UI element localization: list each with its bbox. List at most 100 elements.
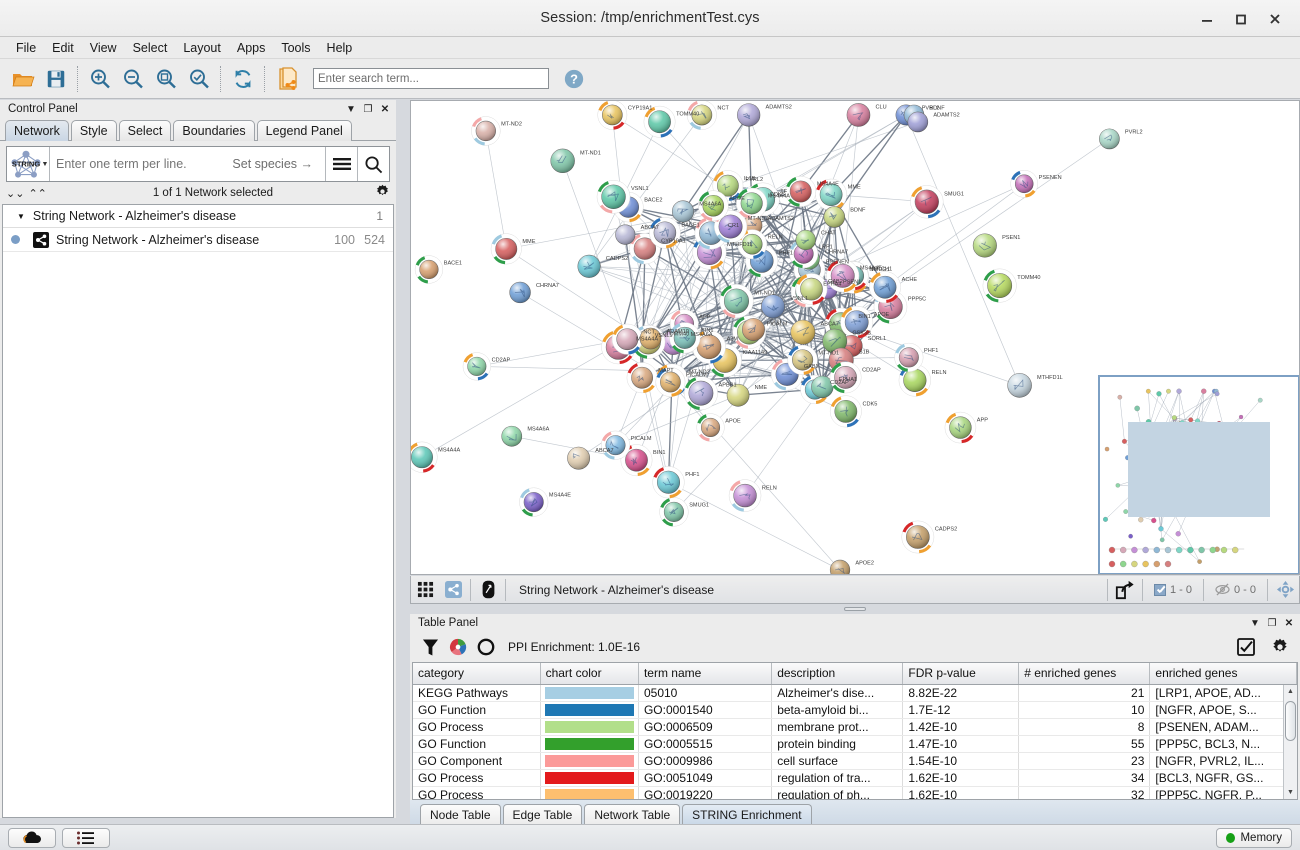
network-node[interactable] <box>719 284 754 319</box>
close-icon[interactable] <box>1258 4 1292 34</box>
menu-tools[interactable]: Tools <box>281 40 311 55</box>
zoom-out-icon[interactable] <box>116 62 149 95</box>
table-row[interactable]: GO Function GO:0005515 protein binding 1.47… <box>413 735 1297 753</box>
network-node[interactable] <box>795 229 816 251</box>
network-node[interactable] <box>567 446 591 470</box>
network-node[interactable] <box>742 318 765 341</box>
panel-splitter[interactable] <box>410 604 1300 614</box>
network-node[interactable] <box>462 352 491 381</box>
network-row[interactable]: String Network - Alzheimer's disease 100… <box>3 228 393 252</box>
crosshair-icon[interactable] <box>1271 578 1299 602</box>
network-node[interactable] <box>790 319 816 345</box>
tab-network-table[interactable]: Network Table <box>584 804 681 825</box>
help-icon[interactable]: ? <box>561 66 587 92</box>
export-network-icon[interactable] <box>270 62 303 95</box>
network-graph-canvas[interactable]: MT-ND2 MT-ND1 VSNL1 GAB2 CD2AP MS4A6A MS4A4A MS… <box>411 101 1299 575</box>
network-node[interactable] <box>728 479 762 512</box>
table-row[interactable]: GO Component GO:0009986 cell surface 1.54E-… <box>413 752 1297 770</box>
network-node[interactable] <box>697 190 729 222</box>
network-node[interactable] <box>1010 169 1039 198</box>
network-node[interactable] <box>972 233 997 258</box>
network-node[interactable] <box>829 559 851 575</box>
tab-string-enrichment[interactable]: STRING Enrichment <box>682 804 812 825</box>
filter-icon[interactable] <box>416 634 444 660</box>
network-node[interactable] <box>597 101 628 130</box>
annotation-icon[interactable] <box>474 578 502 602</box>
network-node[interactable] <box>696 413 725 442</box>
string-query-input[interactable] <box>50 147 233 181</box>
grid-layout-icon[interactable] <box>411 578 439 602</box>
set-species-link[interactable]: Set species → <box>232 157 313 171</box>
network-node[interactable] <box>1099 128 1120 150</box>
network-node[interactable] <box>601 430 631 460</box>
enrichment-table-wrapper[interactable]: category chart color term name descripti… <box>412 662 1298 800</box>
network-node[interactable] <box>894 342 924 372</box>
close-icon[interactable]: ✕ <box>1284 617 1294 629</box>
network-node[interactable] <box>823 206 846 228</box>
network-node[interactable] <box>649 216 681 249</box>
dropdown-icon[interactable]: ▼ <box>346 103 356 115</box>
network-node[interactable] <box>509 281 531 304</box>
search-icon[interactable] <box>358 147 389 181</box>
network-node[interactable] <box>683 376 718 411</box>
menu-edit[interactable]: Edit <box>52 40 74 55</box>
maximize-icon[interactable] <box>1224 4 1258 34</box>
network-node[interactable] <box>620 444 653 477</box>
network-node[interactable] <box>737 103 761 127</box>
splitter-grip[interactable] <box>844 607 866 611</box>
table-row[interactable]: GO Process GO:0006509 membrane prot... 1.42… <box>413 718 1297 736</box>
network-node[interactable] <box>519 487 549 517</box>
menu-file[interactable]: File <box>16 40 37 55</box>
menu-help[interactable]: Help <box>326 40 353 55</box>
col-chart-color[interactable]: chart color <box>540 663 639 685</box>
dropdown-icon[interactable]: ▼ <box>1250 617 1260 629</box>
menu-apps[interactable]: Apps <box>236 40 266 55</box>
network-group-row[interactable]: ▼ String Network - Alzheimer's disease 1 <box>3 205 393 228</box>
table-row[interactable]: GO Process GO:0051049 regulation of tra...… <box>413 769 1297 787</box>
zoom-selected-icon[interactable] <box>182 62 215 95</box>
open-session-icon[interactable] <box>6 62 39 95</box>
col-enriched-count[interactable]: # enriched genes <box>1018 663 1151 685</box>
tab-style[interactable]: Style <box>70 120 117 141</box>
triangle-down-icon[interactable]: ▼ <box>17 211 25 221</box>
network-node[interactable] <box>898 364 932 397</box>
network-node[interactable] <box>910 185 944 219</box>
gear-icon[interactable] <box>375 184 390 202</box>
network-node[interactable] <box>626 362 658 394</box>
network-node[interactable] <box>840 305 874 339</box>
col-fdr-pvalue[interactable]: FDR p-value <box>902 663 1020 685</box>
network-node[interactable] <box>815 178 848 211</box>
tab-legend-panel[interactable]: Legend Panel <box>256 120 352 141</box>
hamburger-icon[interactable] <box>326 147 357 181</box>
network-node[interactable] <box>982 268 1017 303</box>
float-icon[interactable]: ❐ <box>363 103 373 115</box>
table-row[interactable]: KEGG Pathways 05010 Alzheimer's dise... 8.8… <box>413 684 1297 702</box>
string-logo-icon[interactable]: STRING ▼ <box>7 147 49 181</box>
checkbox-checked-icon[interactable] <box>1232 634 1260 660</box>
network-node[interactable] <box>829 361 862 394</box>
network-node[interactable] <box>686 101 717 130</box>
col-category[interactable]: category <box>413 663 541 685</box>
cloud-status-icon[interactable] <box>8 827 56 848</box>
hidden-node-count[interactable]: 0 - 0 <box>1207 583 1264 596</box>
network-node[interactable] <box>411 441 438 473</box>
save-session-icon[interactable] <box>39 62 72 95</box>
menu-select[interactable]: Select <box>132 40 168 55</box>
close-icon[interactable]: ✕ <box>380 103 390 115</box>
network-node[interactable] <box>639 327 662 350</box>
memory-status-button[interactable]: Memory <box>1216 827 1292 848</box>
scroll-down-arrow-icon[interactable]: ▼ <box>1287 789 1294 796</box>
tab-node-table[interactable]: Node Table <box>420 804 501 825</box>
network-node[interactable] <box>550 148 575 174</box>
col-term-name[interactable]: term name <box>638 663 773 685</box>
minimize-icon[interactable] <box>1190 4 1224 34</box>
network-node[interactable] <box>869 271 901 304</box>
tab-network[interactable]: Network <box>5 120 69 141</box>
network-share-icon[interactable] <box>439 578 467 602</box>
network-node[interactable] <box>652 466 685 499</box>
tab-select[interactable]: Select <box>118 120 172 141</box>
network-node[interactable] <box>655 367 686 397</box>
network-node[interactable] <box>471 116 501 146</box>
network-overview-panel[interactable] <box>1098 375 1299 574</box>
menu-layout[interactable]: Layout <box>183 40 221 55</box>
